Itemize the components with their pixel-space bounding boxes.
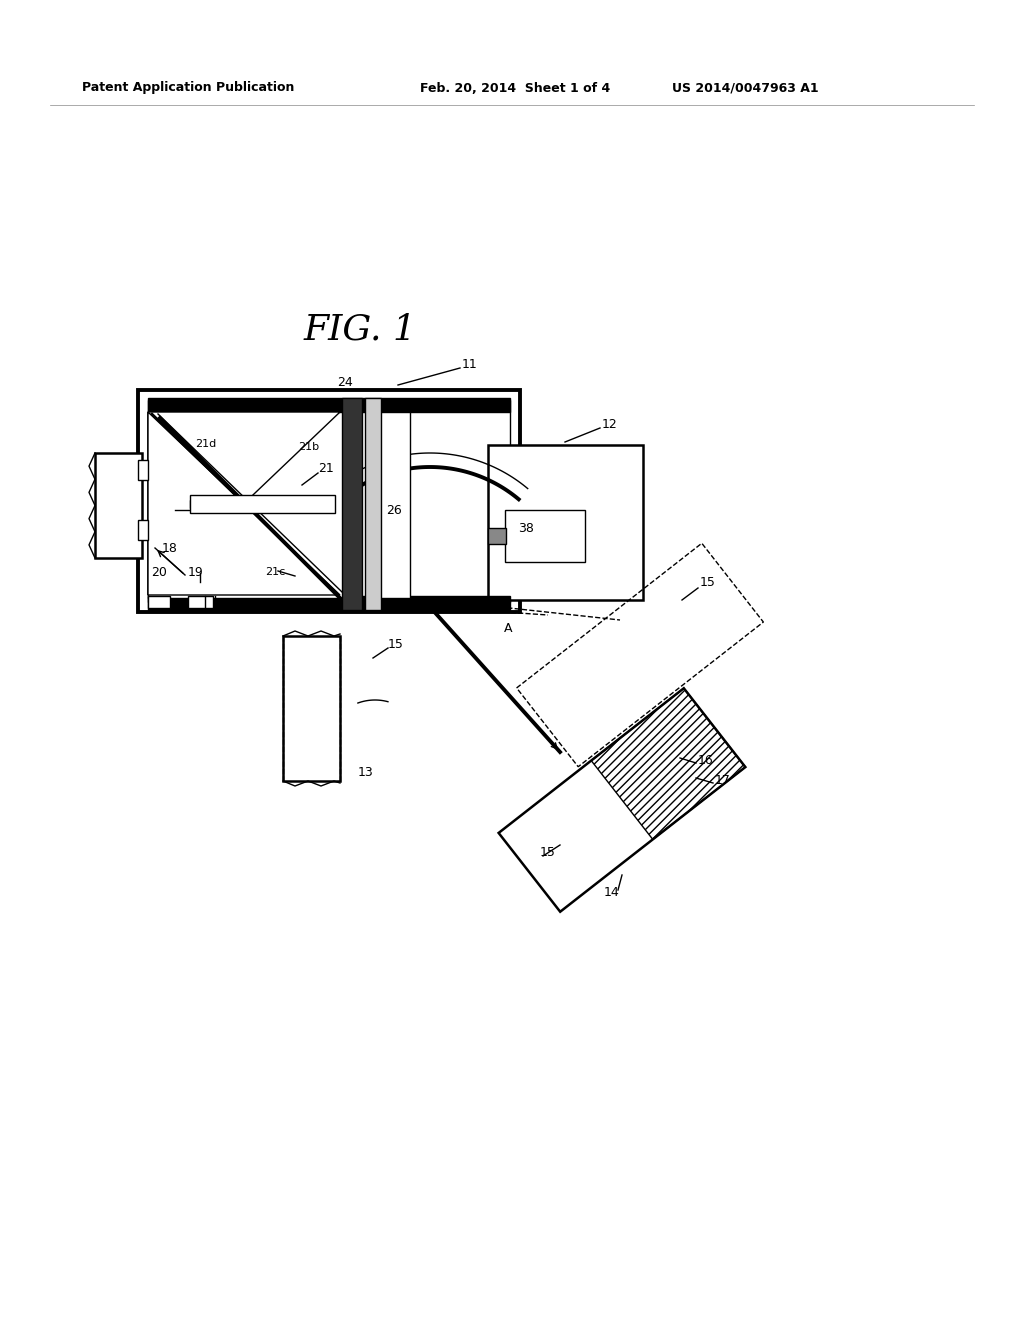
Text: 15: 15 [388,638,403,651]
Text: 21a: 21a [242,498,263,507]
Text: 18: 18 [162,541,178,554]
Text: 11: 11 [462,359,478,371]
Text: 12: 12 [602,418,617,432]
Polygon shape [190,500,330,508]
Polygon shape [148,412,340,595]
Text: Patent Application Publication: Patent Application Publication [82,82,294,95]
Bar [342,399,362,610]
Text: 24: 24 [337,375,353,388]
Text: 21: 21 [318,462,334,474]
Bar [505,510,585,562]
Text: Feb. 20, 2014  Sheet 1 of 4: Feb. 20, 2014 Sheet 1 of 4 [420,82,610,95]
Bar [138,459,148,480]
Bar [148,597,510,610]
Text: 21d: 21d [195,440,216,449]
Bar [380,412,410,598]
Text: 26: 26 [386,503,401,516]
Bar [95,453,142,558]
Text: 21c: 21c [265,568,286,577]
Bar [488,528,506,544]
Text: 19: 19 [188,566,204,579]
Bar [188,597,213,609]
Bar [138,520,148,540]
Bar [365,399,381,610]
Bar [488,445,643,601]
Polygon shape [499,688,745,912]
Text: 14: 14 [604,886,620,899]
Text: 13: 13 [358,766,374,779]
Bar [148,399,510,412]
Text: 15: 15 [700,577,716,590]
Text: A: A [504,622,512,635]
Text: 38: 38 [518,521,534,535]
Polygon shape [148,412,340,595]
Bar [148,597,170,609]
Text: 15: 15 [540,846,556,858]
Bar [148,412,344,598]
Bar [190,495,335,513]
Bar [283,636,340,781]
Bar [138,389,520,612]
Text: 17: 17 [715,774,731,787]
Text: US 2014/0047963 A1: US 2014/0047963 A1 [672,82,818,95]
Text: 16: 16 [698,754,714,767]
Text: 20: 20 [151,566,167,579]
Text: FIG. 1: FIG. 1 [303,313,417,347]
Text: 21b: 21b [298,442,319,451]
Bar [148,400,510,602]
